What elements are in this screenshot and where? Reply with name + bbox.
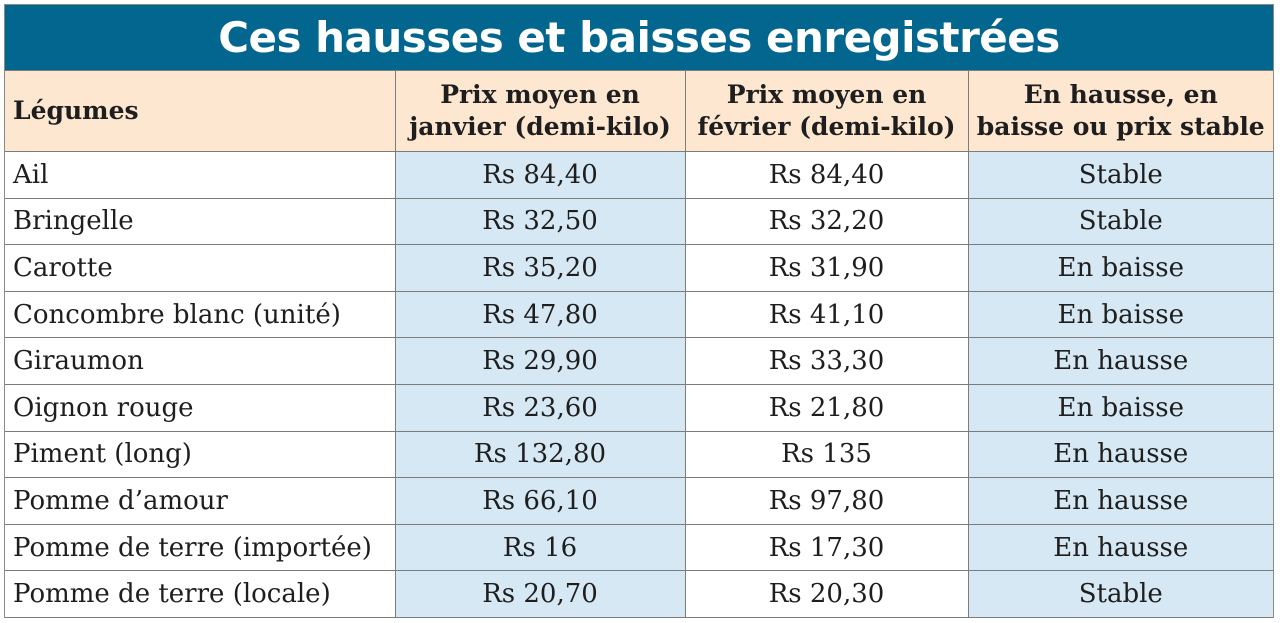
table-row: Piment (long) Rs 132,80 Rs 135 En hausse [5,430,1273,479]
cell-february-price: Rs 84,40 [684,151,969,199]
table-title: Ces hausses et baisses enregistrées [5,5,1273,70]
table-row: Pomme d’amour Rs 66,10 Rs 97,80 En hausse [5,477,1273,525]
cell-vegetable: Pomme de terre (locale) [5,570,396,618]
cell-january-price: Rs 23,60 [394,383,686,432]
header-trend: En hausse, en baisse ou prix stable [967,70,1273,152]
cell-january-price: Rs 47,80 [394,290,686,339]
cell-february-price: Rs 17,30 [684,523,969,572]
cell-february-price: Rs 135 [684,430,969,479]
table-row: Oignon rouge Rs 23,60 Rs 21,80 En baisse [5,383,1273,432]
cell-january-price: Rs 35,20 [394,244,686,292]
cell-february-price: Rs 97,80 [684,477,969,525]
cell-january-price: Rs 20,70 [394,570,686,618]
cell-trend: Stable [967,151,1273,199]
table-row: Carotte Rs 35,20 Rs 31,90 En baisse [5,244,1273,292]
cell-trend: En hausse [967,337,1273,385]
cell-vegetable: Carotte [5,244,396,292]
cell-february-price: Rs 33,30 [684,337,969,385]
cell-trend: En baisse [967,244,1273,292]
cell-february-price: Rs 31,90 [684,244,969,292]
cell-vegetable: Bringelle [5,197,396,246]
cell-vegetable: Ail [5,151,396,199]
header-january-price: Prix moyen en janvier (demi-kilo) [394,70,686,152]
cell-february-price: Rs 21,80 [684,383,969,432]
cell-january-price: Rs 66,10 [394,477,686,525]
cell-february-price: Rs 41,10 [684,290,969,339]
cell-trend: En hausse [967,430,1273,479]
header-row: Légumes Prix moyen en janvier (demi-kilo)… [5,70,1273,152]
table-row: Concombre blanc (unité) Rs 47,80 Rs 41,10 E… [5,290,1273,339]
table-row: Giraumon Rs 29,90 Rs 33,30 En hausse [5,337,1273,385]
cell-january-price: Rs 132,80 [394,430,686,479]
price-table: Légumes Prix moyen en janvier (demi-kilo)… [5,70,1273,618]
cell-vegetable: Pomme de terre (importée) [5,523,396,572]
cell-trend: En baisse [967,383,1273,432]
cell-january-price: Rs 16 [394,523,686,572]
header-vegetable: Légumes [5,70,396,152]
cell-february-price: Rs 32,20 [684,197,969,246]
cell-trend: En hausse [967,523,1273,572]
table-row: Ail Rs 84,40 Rs 84,40 Stable [5,151,1273,199]
cell-january-price: Rs 84,40 [394,151,686,199]
cell-vegetable: Oignon rouge [5,383,396,432]
cell-vegetable: Piment (long) [5,430,396,479]
header-february-price: Prix moyen en février (demi-kilo) [684,70,969,152]
cell-vegetable: Concombre blanc (unité) [5,290,396,339]
cell-trend: Stable [967,197,1273,246]
cell-trend: En hausse [967,477,1273,525]
cell-january-price: Rs 32,50 [394,197,686,246]
cell-january-price: Rs 29,90 [394,337,686,385]
cell-vegetable: Pomme d’amour [5,477,396,525]
table-row: Pomme de terre (importée) Rs 16 Rs 17,30 En… [5,523,1273,572]
cell-vegetable: Giraumon [5,337,396,385]
table-row: Bringelle Rs 32,50 Rs 32,20 Stable [5,197,1273,246]
cell-trend: En baisse [967,290,1273,339]
table-row: Pomme de terre (locale) Rs 20,70 Rs 20,30 S… [5,570,1273,618]
cell-february-price: Rs 20,30 [684,570,969,618]
cell-trend: Stable [967,570,1273,618]
price-table-infographic: Ces hausses et baisses enregistrées Légu… [4,4,1274,618]
